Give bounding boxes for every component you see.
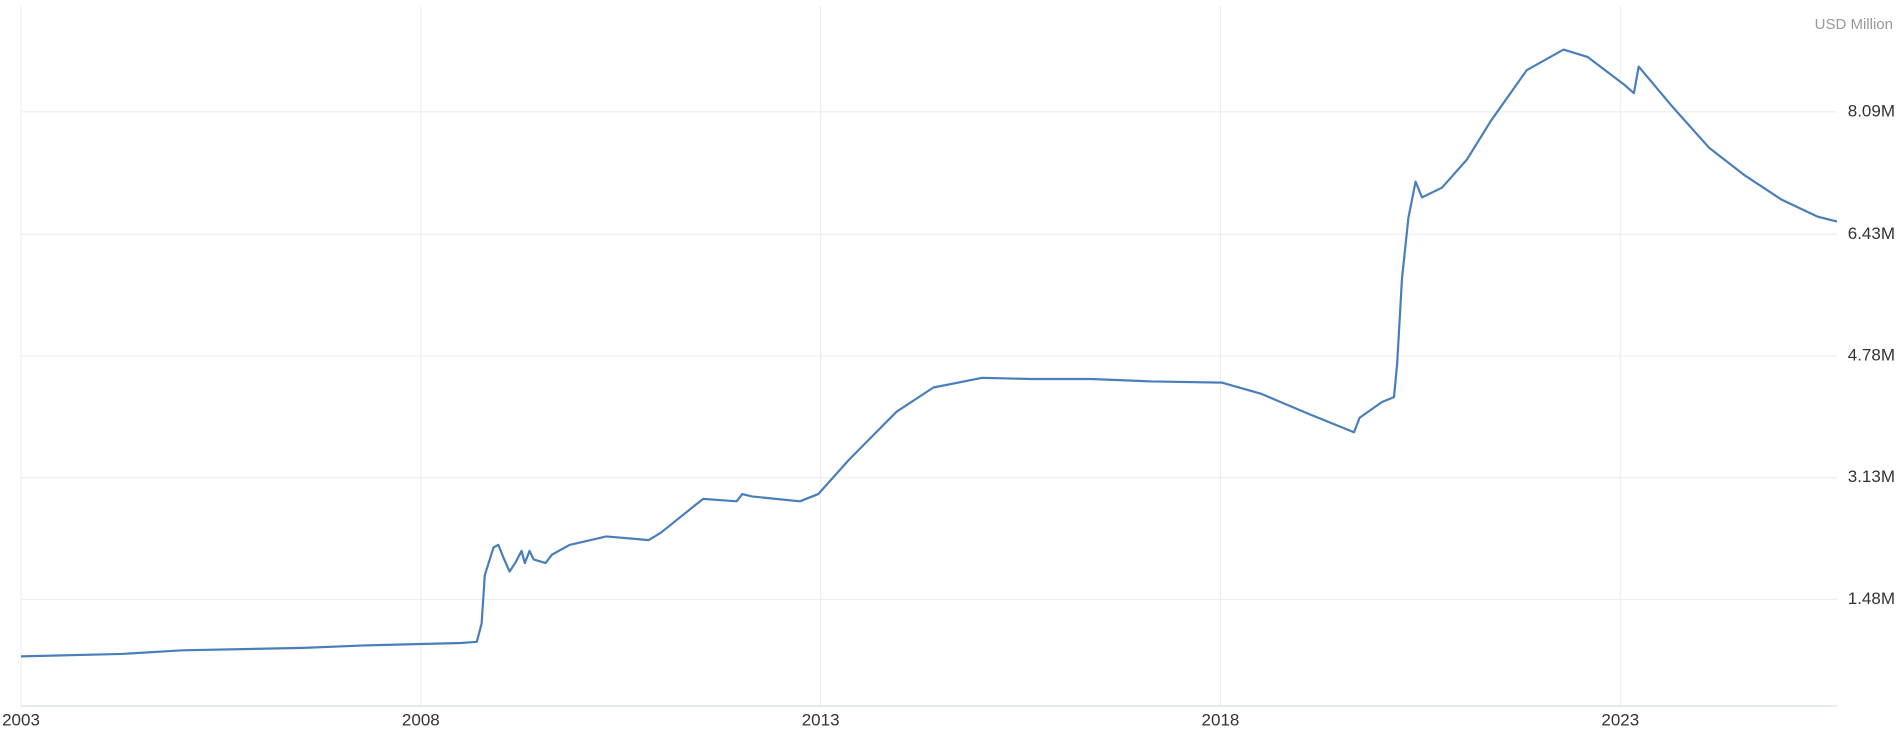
y-tick-label: 3.13M xyxy=(1848,467,1895,486)
y-tick-label: 4.78M xyxy=(1848,345,1895,364)
data-line xyxy=(20,48,1838,658)
x-tick-label: 2023 xyxy=(1601,710,1639,729)
x-tick-label: 2013 xyxy=(802,710,840,729)
unit-label: USD Million xyxy=(1815,16,1893,33)
y-tick-label: 1.48M xyxy=(1848,589,1895,608)
x-tick-label: 2018 xyxy=(1202,710,1240,729)
x-tick-label: 2008 xyxy=(402,710,440,729)
y-tick-label: 8.09M xyxy=(1848,101,1895,120)
x-tick-label: 2003 xyxy=(2,710,40,729)
y-tick-label: 6.43M xyxy=(1848,224,1895,243)
